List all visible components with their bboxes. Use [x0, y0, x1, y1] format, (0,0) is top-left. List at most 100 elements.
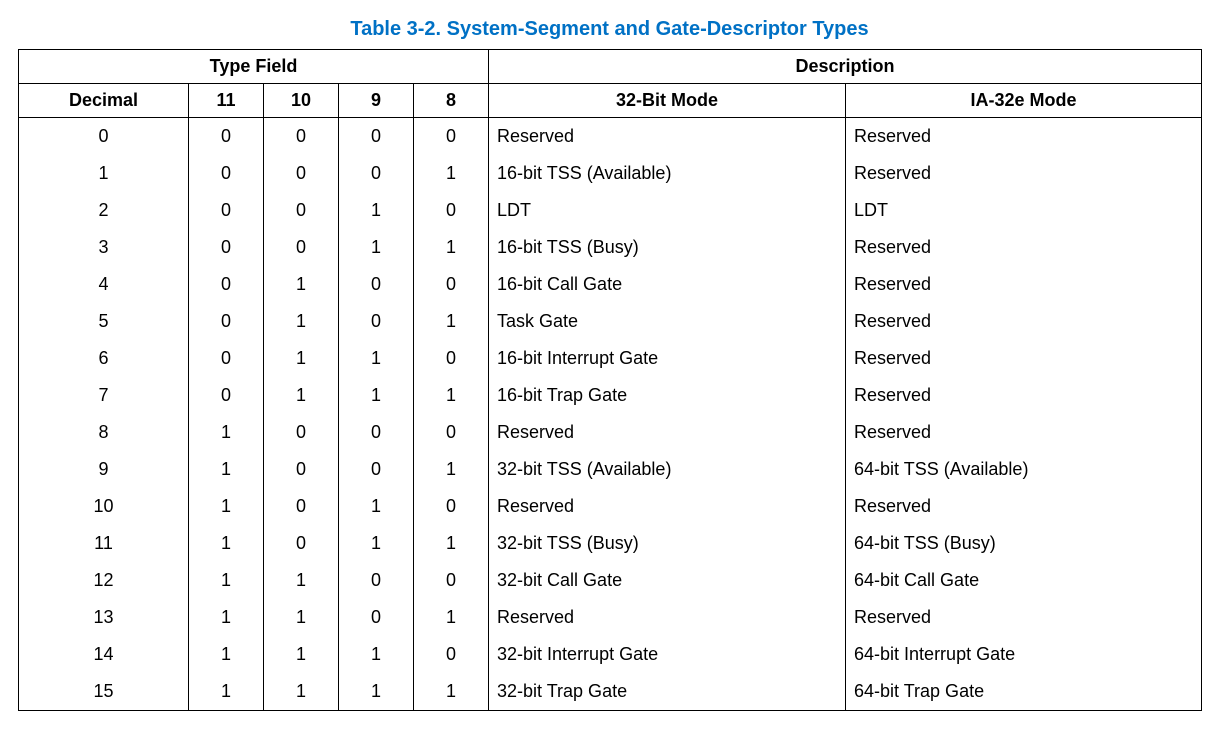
cell-bit9: 0	[339, 451, 414, 488]
cell-decimal: 6	[19, 340, 189, 377]
cell-bit11: 0	[189, 377, 264, 414]
cell-ia32e: Reserved	[846, 340, 1202, 377]
cell-32bit: 32-bit TSS (Busy)	[489, 525, 846, 562]
cell-bit10: 0	[264, 192, 339, 229]
cell-bit10: 0	[264, 525, 339, 562]
table-row: 101010ReservedReserved	[19, 488, 1202, 525]
cell-bit10: 0	[264, 118, 339, 156]
cell-bit11: 0	[189, 340, 264, 377]
cell-bit11: 0	[189, 266, 264, 303]
cell-bit10: 1	[264, 673, 339, 711]
cell-decimal: 14	[19, 636, 189, 673]
cell-32bit: 16-bit TSS (Available)	[489, 155, 846, 192]
cell-bit11: 1	[189, 488, 264, 525]
header-bit11: 11	[189, 84, 264, 118]
cell-bit11: 1	[189, 636, 264, 673]
cell-bit9: 1	[339, 192, 414, 229]
table-row: 12110032-bit Call Gate64-bit Call Gate	[19, 562, 1202, 599]
cell-32bit: Reserved	[489, 118, 846, 156]
cell-ia32e: Reserved	[846, 377, 1202, 414]
table-title: Table 3-2. System-Segment and Gate-Descr…	[18, 18, 1201, 41]
cell-bit9: 1	[339, 488, 414, 525]
header-32bit-mode: 32-Bit Mode	[489, 84, 846, 118]
cell-decimal: 7	[19, 377, 189, 414]
cell-bit9: 1	[339, 636, 414, 673]
cell-bit8: 1	[414, 451, 489, 488]
cell-bit10: 1	[264, 303, 339, 340]
cell-32bit: 16-bit Interrupt Gate	[489, 340, 846, 377]
cell-ia32e: Reserved	[846, 488, 1202, 525]
header-bit8: 8	[414, 84, 489, 118]
cell-decimal: 4	[19, 266, 189, 303]
cell-ia32e: Reserved	[846, 414, 1202, 451]
header-cols-row: Decimal 11 10 9 8 32-Bit Mode IA-32e Mod…	[19, 84, 1202, 118]
cell-bit10: 0	[264, 414, 339, 451]
table-row: 7011116-bit Trap GateReserved	[19, 377, 1202, 414]
cell-bit9: 1	[339, 229, 414, 266]
table-row: 15111132-bit Trap Gate64-bit Trap Gate	[19, 673, 1202, 711]
descriptor-types-table: Type Field Description Decimal 11 10 9 8…	[18, 49, 1202, 711]
cell-bit8: 1	[414, 155, 489, 192]
cell-ia32e: Reserved	[846, 266, 1202, 303]
table-row: 131101ReservedReserved	[19, 599, 1202, 636]
cell-bit8: 1	[414, 377, 489, 414]
cell-bit9: 0	[339, 599, 414, 636]
table-row: 1000116-bit TSS (Available)Reserved	[19, 155, 1202, 192]
cell-32bit: 32-bit Interrupt Gate	[489, 636, 846, 673]
header-bit10: 10	[264, 84, 339, 118]
cell-bit10: 1	[264, 636, 339, 673]
cell-bit8: 0	[414, 192, 489, 229]
cell-32bit: Reserved	[489, 488, 846, 525]
cell-32bit: 16-bit Trap Gate	[489, 377, 846, 414]
cell-ia32e: Reserved	[846, 155, 1202, 192]
cell-32bit: 16-bit TSS (Busy)	[489, 229, 846, 266]
cell-32bit: Task Gate	[489, 303, 846, 340]
cell-decimal: 5	[19, 303, 189, 340]
table-row: 3001116-bit TSS (Busy)Reserved	[19, 229, 1202, 266]
cell-bit8: 1	[414, 673, 489, 711]
table-row: 4010016-bit Call GateReserved	[19, 266, 1202, 303]
cell-decimal: 11	[19, 525, 189, 562]
cell-bit8: 0	[414, 562, 489, 599]
cell-32bit: 16-bit Call Gate	[489, 266, 846, 303]
cell-bit9: 0	[339, 118, 414, 156]
cell-ia32e: 64-bit TSS (Available)	[846, 451, 1202, 488]
cell-ia32e: 64-bit Call Gate	[846, 562, 1202, 599]
cell-bit10: 0	[264, 488, 339, 525]
cell-bit11: 1	[189, 673, 264, 711]
cell-decimal: 0	[19, 118, 189, 156]
cell-bit10: 0	[264, 229, 339, 266]
cell-bit10: 0	[264, 155, 339, 192]
cell-bit8: 1	[414, 599, 489, 636]
cell-decimal: 8	[19, 414, 189, 451]
cell-32bit: 32-bit TSS (Available)	[489, 451, 846, 488]
cell-bit10: 1	[264, 562, 339, 599]
cell-decimal: 12	[19, 562, 189, 599]
cell-bit8: 1	[414, 303, 489, 340]
cell-bit11: 0	[189, 229, 264, 266]
cell-bit10: 1	[264, 599, 339, 636]
table-row: 00000ReservedReserved	[19, 118, 1202, 156]
cell-bit11: 0	[189, 118, 264, 156]
cell-bit11: 0	[189, 192, 264, 229]
cell-bit10: 1	[264, 377, 339, 414]
header-ia32e-mode: IA-32e Mode	[846, 84, 1202, 118]
table-body: 00000ReservedReserved1000116-bit TSS (Av…	[19, 118, 1202, 711]
cell-bit11: 1	[189, 562, 264, 599]
cell-bit9: 0	[339, 155, 414, 192]
cell-32bit: LDT	[489, 192, 846, 229]
cell-ia32e: 64-bit Interrupt Gate	[846, 636, 1202, 673]
header-description: Description	[489, 50, 1202, 84]
cell-bit8: 0	[414, 340, 489, 377]
cell-bit10: 1	[264, 340, 339, 377]
cell-bit8: 0	[414, 118, 489, 156]
header-group-row: Type Field Description	[19, 50, 1202, 84]
table-row: 6011016-bit Interrupt GateReserved	[19, 340, 1202, 377]
cell-bit9: 1	[339, 377, 414, 414]
cell-bit8: 1	[414, 525, 489, 562]
table-head: Type Field Description Decimal 11 10 9 8…	[19, 50, 1202, 118]
cell-32bit: 32-bit Trap Gate	[489, 673, 846, 711]
cell-bit10: 1	[264, 266, 339, 303]
cell-bit11: 1	[189, 414, 264, 451]
header-decimal: Decimal	[19, 84, 189, 118]
